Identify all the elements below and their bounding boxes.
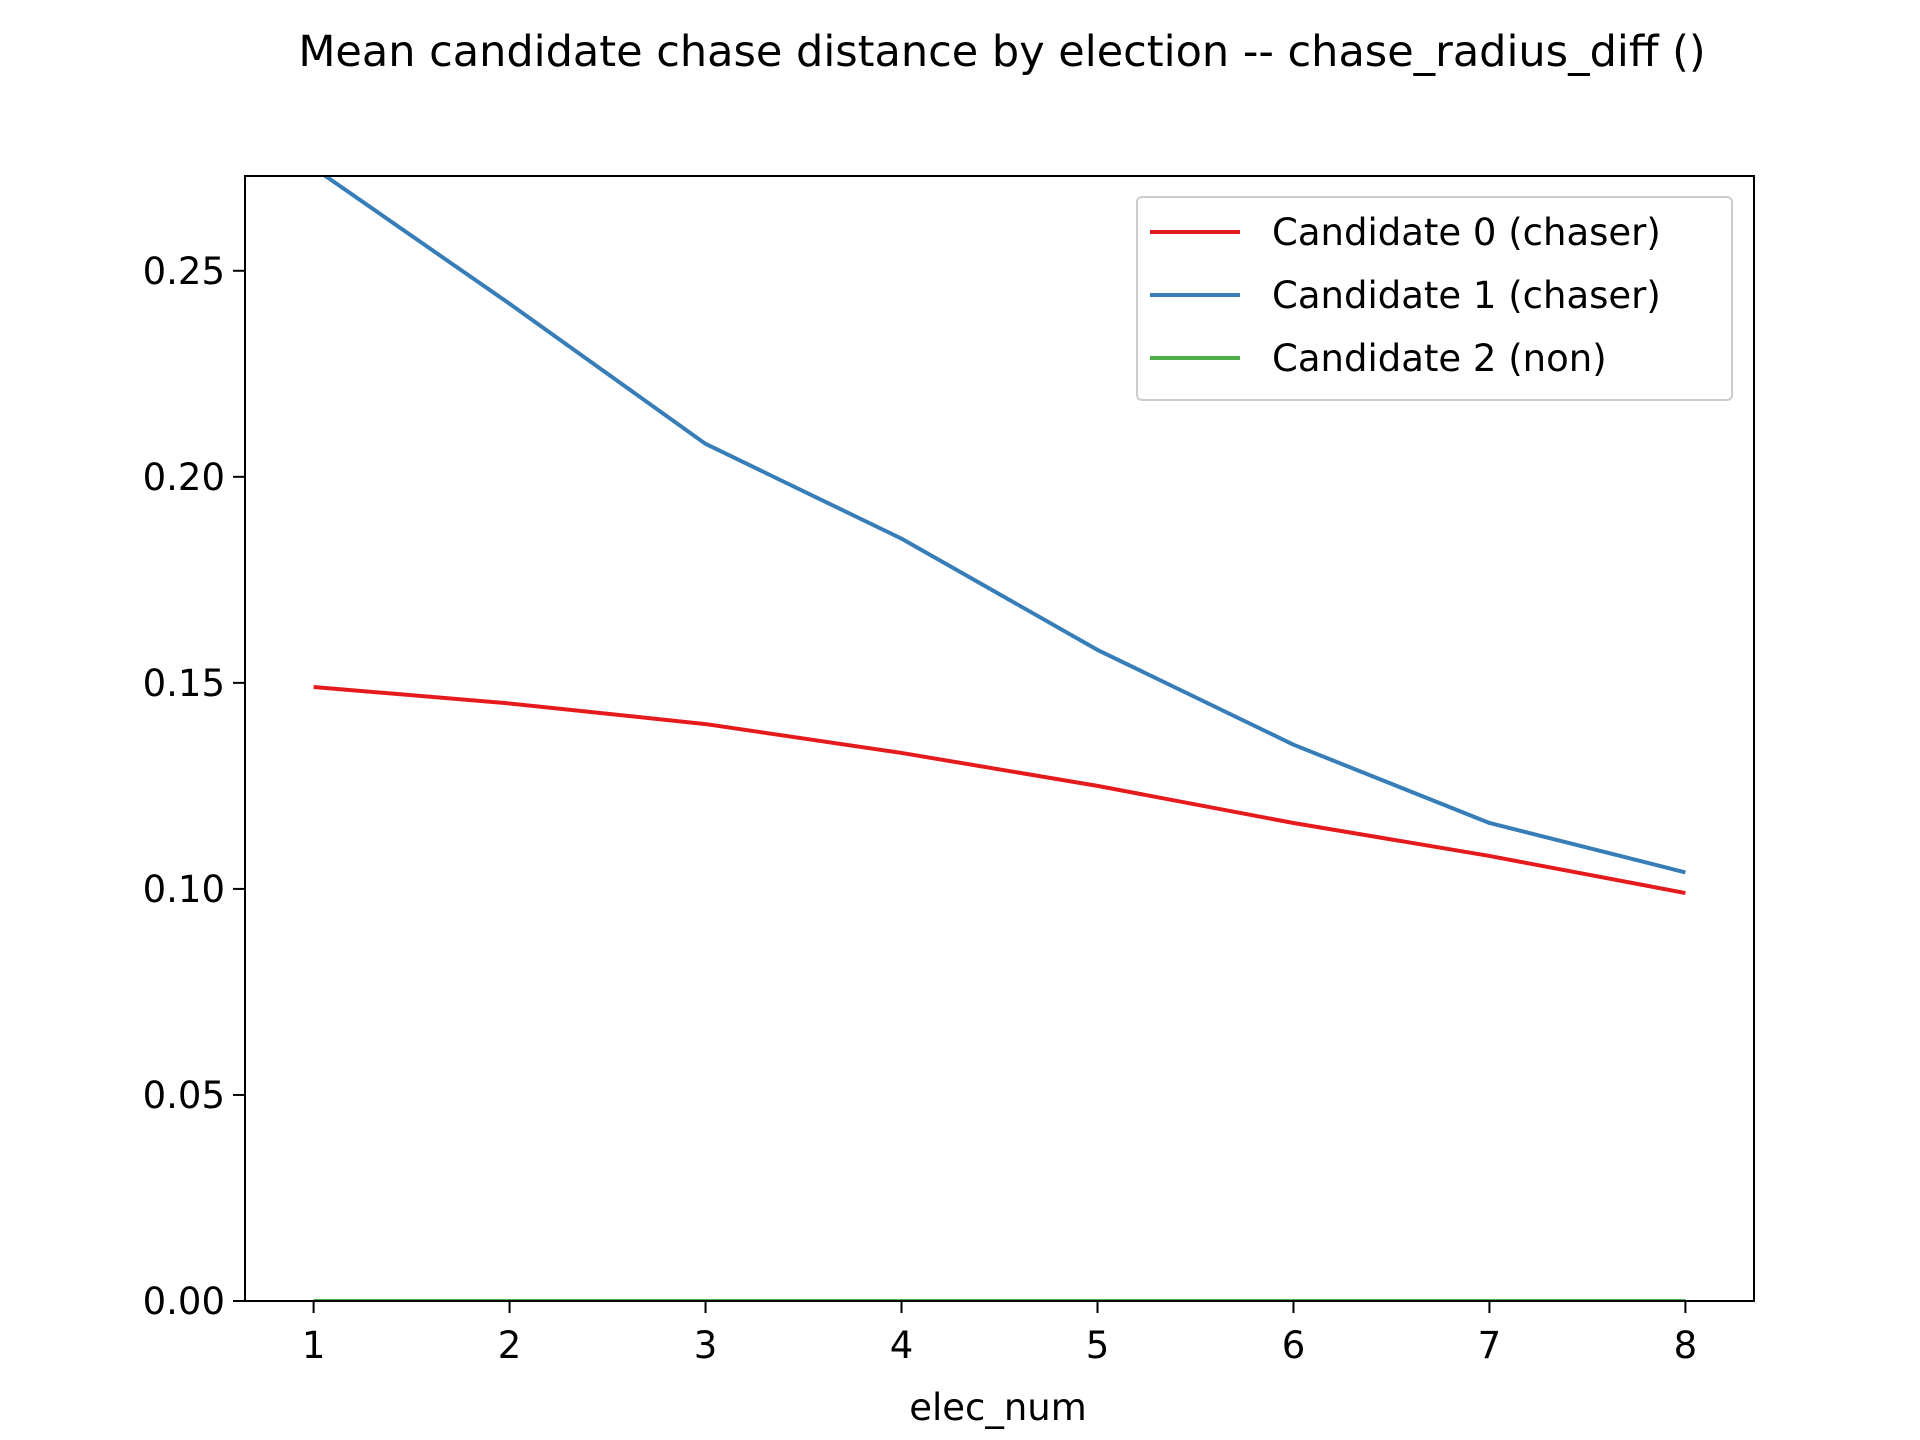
y-tick-label: 0.20 (143, 456, 225, 499)
x-tick-label: 8 (1674, 1324, 1698, 1367)
series-line-0 (313, 684, 1686, 895)
x-tick-label: 5 (1086, 1324, 1110, 1367)
x-tick-label: 3 (694, 1324, 718, 1367)
plot-frame (244, 175, 1755, 1302)
y-axis: 0.00 0.05 0.10 0.15 0.20 0.25 (143, 250, 245, 1323)
x-tick-label: 1 (302, 1324, 326, 1367)
x-tick-label: 6 (1282, 1324, 1306, 1367)
x-tick-label: 7 (1478, 1324, 1502, 1367)
legend-frame (1136, 196, 1733, 401)
x-tick-label: 2 (498, 1324, 522, 1367)
series-line-1 (321, 176, 1686, 875)
y-tick-label: 0.05 (143, 1074, 225, 1117)
y-tick-label: 0.15 (143, 662, 225, 705)
legend: Candidate 0 (chaser) Candidate 1 (chaser)… (1136, 196, 1733, 401)
y-tick-label: 0.25 (143, 250, 225, 293)
y-tick-label: 0.00 (143, 1280, 225, 1323)
legend-label-1: Candidate 1 (chaser) (1272, 274, 1661, 317)
legend-label-2: Candidate 2 (non) (1272, 337, 1607, 380)
series-layer (313, 176, 1686, 1301)
chart-title: Mean candidate chase distance by electio… (298, 27, 1705, 77)
x-axis: 1 2 3 4 5 6 7 8 (302, 1301, 1697, 1367)
x-tick-label: 4 (890, 1324, 914, 1367)
legend-label-0: Candidate 0 (chaser) (1272, 211, 1661, 254)
x-axis-label: elec_num (909, 1386, 1087, 1429)
y-tick-label: 0.10 (143, 868, 225, 911)
